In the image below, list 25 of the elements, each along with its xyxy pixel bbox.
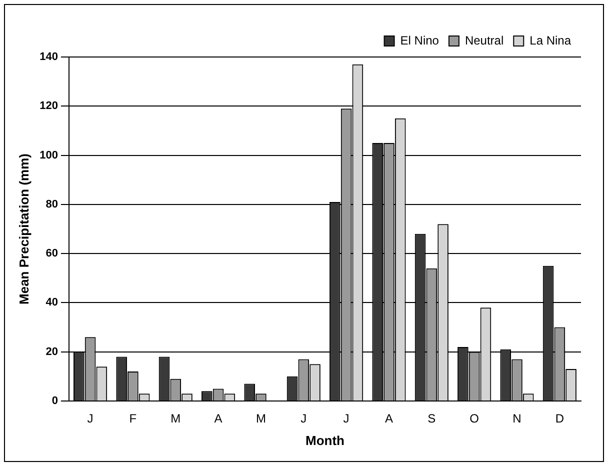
y-tick-label: 40 xyxy=(46,296,58,309)
legend-label: El Nino xyxy=(400,33,440,48)
x-axis-title: Month xyxy=(305,432,345,448)
x-tick-label: A xyxy=(384,412,393,426)
x-tick-label: J xyxy=(300,412,307,426)
legend-label: Neutral xyxy=(464,33,504,48)
x-tick-label: F xyxy=(129,412,137,426)
y-tick-label: 60 xyxy=(46,248,58,260)
x-tick-label: M xyxy=(256,412,266,426)
x-tick-label: D xyxy=(555,412,564,426)
y-tick-label: 100 xyxy=(40,149,58,162)
y-tick-label: 0 xyxy=(52,395,58,408)
legend-label: La Nina xyxy=(530,33,572,48)
y-tick-label: 80 xyxy=(46,198,58,210)
x-tick-label: S xyxy=(428,412,436,426)
y-tick-label: 120 xyxy=(40,100,58,112)
x-tick-label: A xyxy=(214,412,222,426)
x-tick-label: N xyxy=(512,412,522,426)
y-axis-title: Mean Precipitation (mm) xyxy=(16,154,32,304)
x-tick-label: J xyxy=(87,412,94,426)
x-tick-label: M xyxy=(170,412,181,426)
y-tick-label: 20 xyxy=(46,346,58,358)
x-tick-label: J xyxy=(343,412,350,426)
x-tick-label: O xyxy=(470,412,479,426)
y-tick-label: 140 xyxy=(40,51,58,64)
